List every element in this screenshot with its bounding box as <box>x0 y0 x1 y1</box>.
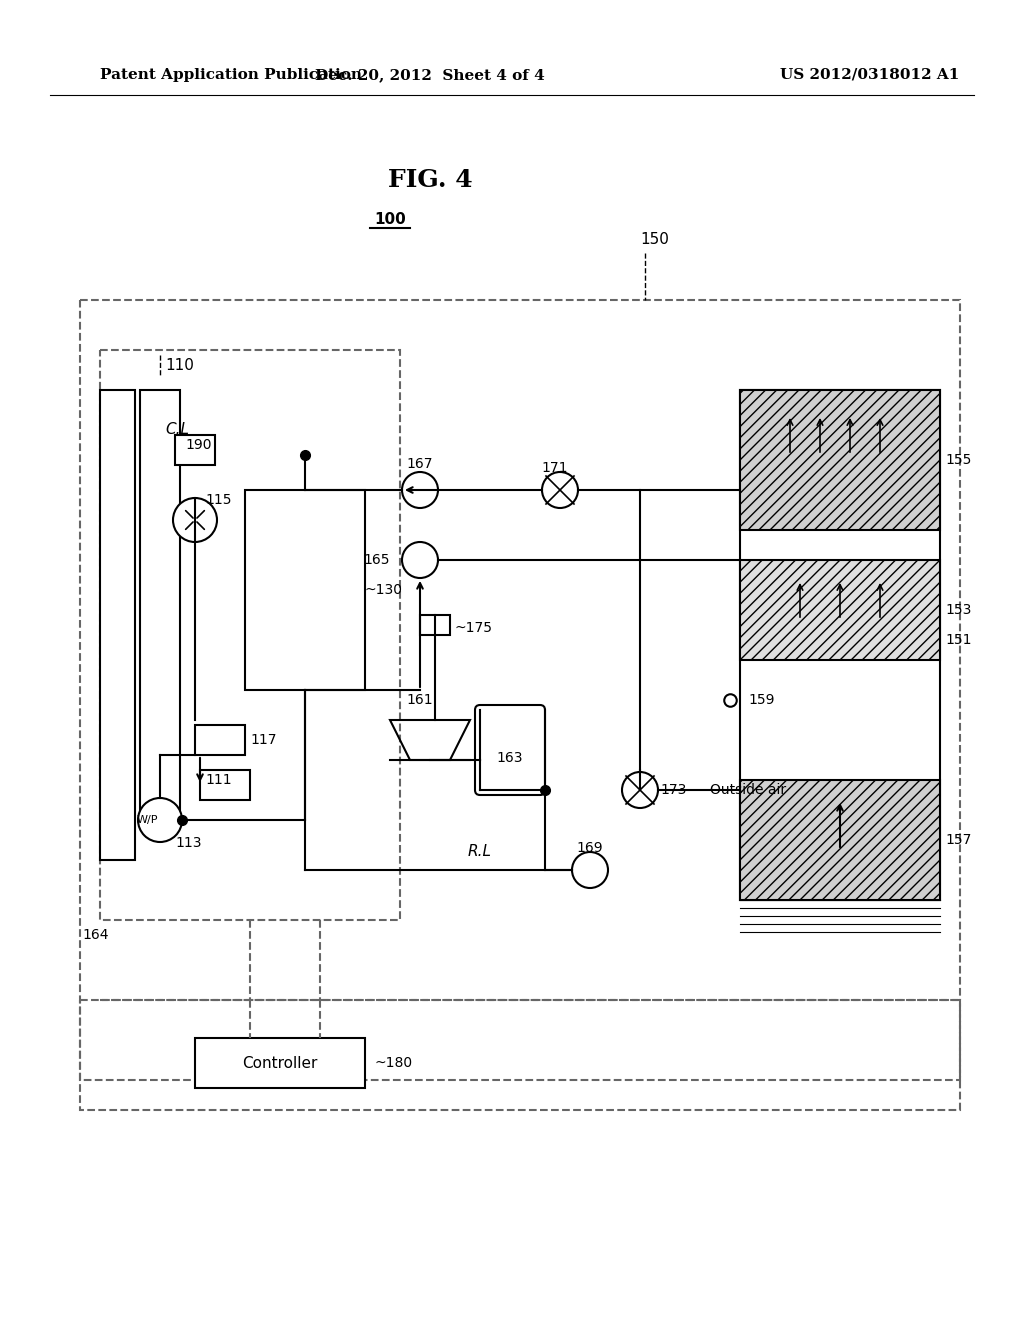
Text: 167: 167 <box>407 457 433 471</box>
Circle shape <box>542 473 578 508</box>
Text: 115: 115 <box>205 492 231 507</box>
Text: W/P: W/P <box>136 814 158 825</box>
Circle shape <box>173 498 217 543</box>
Bar <box>740 389 940 531</box>
Bar <box>740 780 940 900</box>
Bar <box>200 770 250 800</box>
Text: 110: 110 <box>165 358 194 372</box>
Text: 173: 173 <box>660 783 686 797</box>
Text: 151: 151 <box>945 634 972 647</box>
Bar <box>195 1038 365 1088</box>
Bar <box>195 725 245 755</box>
Text: US 2012/0318012 A1: US 2012/0318012 A1 <box>780 69 959 82</box>
Text: 155: 155 <box>945 453 972 467</box>
Text: 190: 190 <box>185 438 212 451</box>
Text: 159: 159 <box>748 693 774 708</box>
Circle shape <box>402 543 438 578</box>
Text: C.L: C.L <box>165 422 189 437</box>
Text: 117: 117 <box>250 733 276 747</box>
Text: 153: 153 <box>945 603 972 616</box>
Text: 150: 150 <box>640 232 669 248</box>
Text: 163: 163 <box>497 751 523 766</box>
Text: 113: 113 <box>175 836 202 850</box>
FancyBboxPatch shape <box>475 705 545 795</box>
Circle shape <box>402 473 438 508</box>
Bar <box>420 615 450 635</box>
Text: 157: 157 <box>945 833 972 847</box>
Text: 169: 169 <box>577 841 603 855</box>
Circle shape <box>138 799 182 842</box>
Bar <box>175 436 215 465</box>
Bar <box>245 490 365 690</box>
Bar <box>740 389 940 900</box>
Text: 165: 165 <box>364 553 390 568</box>
Text: 161: 161 <box>407 693 433 708</box>
Text: Dec. 20, 2012  Sheet 4 of 4: Dec. 20, 2012 Sheet 4 of 4 <box>315 69 545 82</box>
Text: FIG. 4: FIG. 4 <box>388 168 472 191</box>
Text: Outside air: Outside air <box>710 783 786 797</box>
Text: ~175: ~175 <box>455 620 493 635</box>
Bar <box>100 389 135 861</box>
Bar <box>140 389 180 820</box>
Text: ~130: ~130 <box>365 583 403 597</box>
Text: 164: 164 <box>82 928 109 942</box>
Text: Controller: Controller <box>243 1056 317 1071</box>
Text: 100: 100 <box>374 213 406 227</box>
Bar <box>740 560 940 660</box>
Text: 171: 171 <box>542 461 568 475</box>
Circle shape <box>622 772 658 808</box>
Text: ~180: ~180 <box>375 1056 413 1071</box>
Text: Patent Application Publication: Patent Application Publication <box>100 69 362 82</box>
Circle shape <box>572 851 608 888</box>
Text: 111: 111 <box>205 774 231 787</box>
Text: R.L: R.L <box>468 845 492 859</box>
